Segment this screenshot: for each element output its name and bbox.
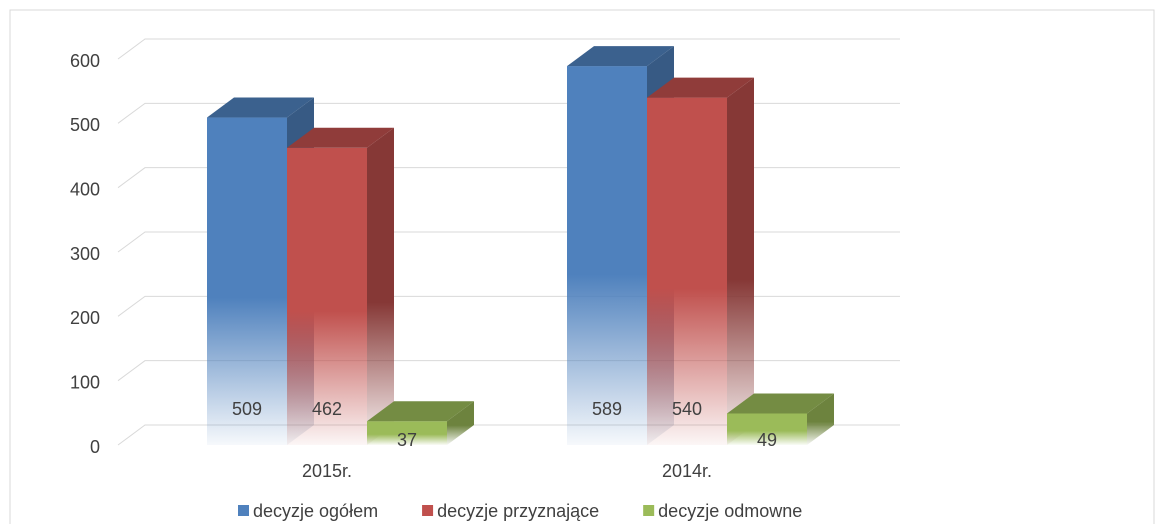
- bar-front: [567, 66, 647, 446]
- y-tick-label: 600: [70, 51, 100, 71]
- data-label: 509: [232, 399, 262, 419]
- y-tick-label: 300: [70, 244, 100, 264]
- grid-line: [117, 38, 900, 60]
- y-tick-label: 500: [70, 115, 100, 135]
- bar: [647, 77, 754, 445]
- bar-front: [367, 421, 447, 445]
- bar-top: [727, 393, 834, 414]
- y-tick-label: 100: [70, 372, 100, 392]
- data-label: 49: [757, 430, 777, 450]
- bar: [367, 401, 474, 445]
- bar-front: [287, 147, 367, 445]
- bar-front: [727, 413, 807, 445]
- bar-top: [367, 401, 474, 422]
- bar-side: [447, 401, 474, 445]
- data-label: 37: [397, 430, 417, 450]
- bar-side: [807, 393, 834, 445]
- bar: [287, 127, 394, 445]
- bar-top: [207, 97, 314, 118]
- legend-swatch: [238, 505, 249, 516]
- legend-swatch: [422, 505, 434, 516]
- data-label: 589: [592, 399, 622, 419]
- x-tick-label: 2015r.: [302, 461, 352, 481]
- data-label: 462: [312, 399, 342, 419]
- bar-front: [647, 97, 727, 445]
- data-label: 540: [672, 399, 702, 419]
- bar-side: [367, 127, 394, 445]
- legend-label: decyzje przyznające: [437, 501, 599, 521]
- y-tick-label: 0: [90, 437, 100, 457]
- bar-top: [647, 77, 754, 98]
- legend-swatch: [643, 505, 655, 516]
- legend-label: decyzje odmowne: [658, 501, 802, 521]
- bar-side: [727, 77, 754, 445]
- bar-top: [567, 46, 674, 67]
- x-tick-label: 2014r.: [662, 461, 712, 481]
- y-tick-label: 400: [70, 179, 100, 199]
- legend-label: decyzje ogółem: [253, 501, 378, 521]
- bar-top: [287, 127, 394, 148]
- bar-front: [207, 117, 287, 445]
- bar: [727, 393, 834, 445]
- y-tick-label: 200: [70, 308, 100, 328]
